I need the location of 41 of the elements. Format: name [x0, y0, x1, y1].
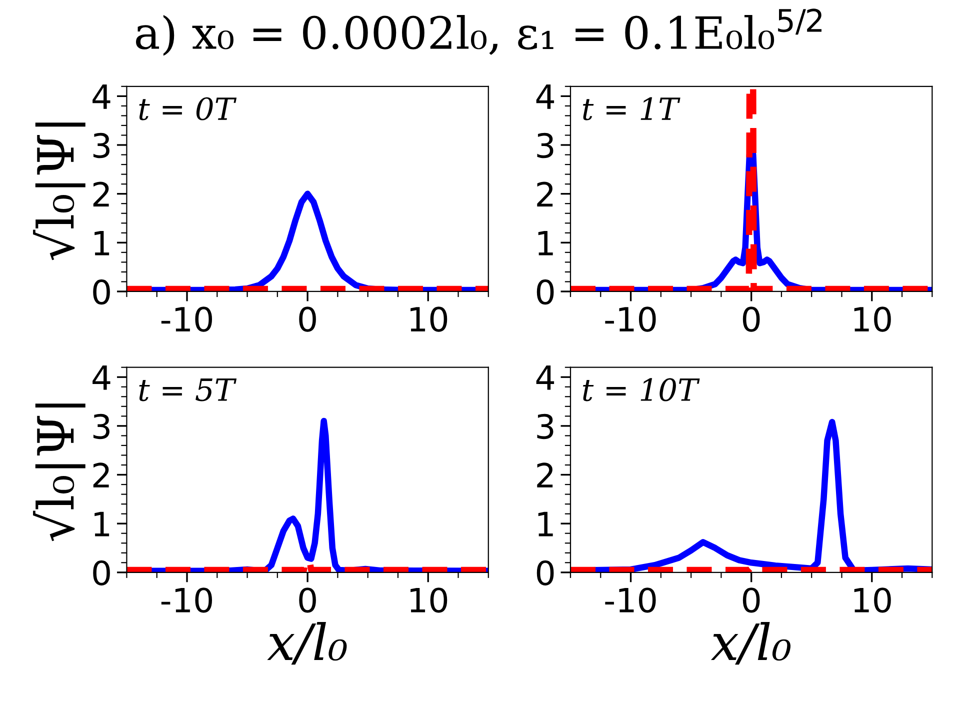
y-tick-label: 3	[537, 132, 554, 158]
chart-title: a) x₀ = 0.0002l₀, ε₁ = 0.1E₀l₀$^{5/2}$	[136, 8, 822, 56]
x-tick-label: -10	[161, 306, 212, 332]
x-tick-label: 10	[854, 306, 891, 332]
y-tick-label: 0	[93, 560, 110, 586]
annotation: t = 10T	[583, 378, 700, 402]
y-tick-label: 2	[93, 462, 109, 488]
x-tick-label: -10	[605, 306, 656, 332]
y-tick-label: 4	[536, 365, 554, 390]
x-tick-label: 10	[410, 588, 448, 613]
y-tick-label: 1	[94, 231, 110, 256]
y-tick-label: 1	[94, 512, 110, 536]
annotation: t = 5T	[139, 378, 237, 402]
y-tick-label: 0	[93, 279, 110, 305]
y-tick-label: 2	[537, 182, 553, 206]
x-tick-label: 0	[299, 588, 316, 613]
y-tick-label: 1	[538, 231, 553, 256]
y-tick-label: 0	[536, 279, 554, 305]
x-tick-label: 0	[299, 306, 316, 332]
y-axis-title: √l₀|Ψ|	[33, 404, 86, 542]
y-tick-label: 4	[536, 84, 554, 109]
y-tick-label: 0	[536, 560, 554, 586]
x-tick-label: 0	[742, 306, 760, 332]
y-tick-label: 2	[93, 182, 109, 206]
x-tick-label: -10	[605, 588, 656, 613]
y-tick-label: 3	[93, 414, 110, 440]
x-axis-title: x/l₀	[710, 622, 790, 665]
y-tick-label: 3	[537, 414, 554, 440]
x-tick-label: 10	[410, 306, 448, 332]
y-tick-label: 4	[92, 365, 110, 390]
annotation: t = 0T	[139, 97, 237, 120]
y-tick-label: 2	[537, 462, 553, 488]
y-tick-label: 1	[538, 512, 553, 536]
y-tick-label: 3	[93, 132, 110, 158]
x-axis-title: x/l₀	[267, 622, 347, 665]
x-tick-label: -10	[161, 588, 212, 613]
x-tick-label: 10	[854, 588, 891, 613]
x-tick-label: 0	[742, 588, 760, 613]
y-tick-label: 4	[92, 84, 110, 109]
annotation: t = 1T	[583, 97, 680, 120]
y-axis-title: √l₀|Ψ|	[33, 122, 86, 260]
